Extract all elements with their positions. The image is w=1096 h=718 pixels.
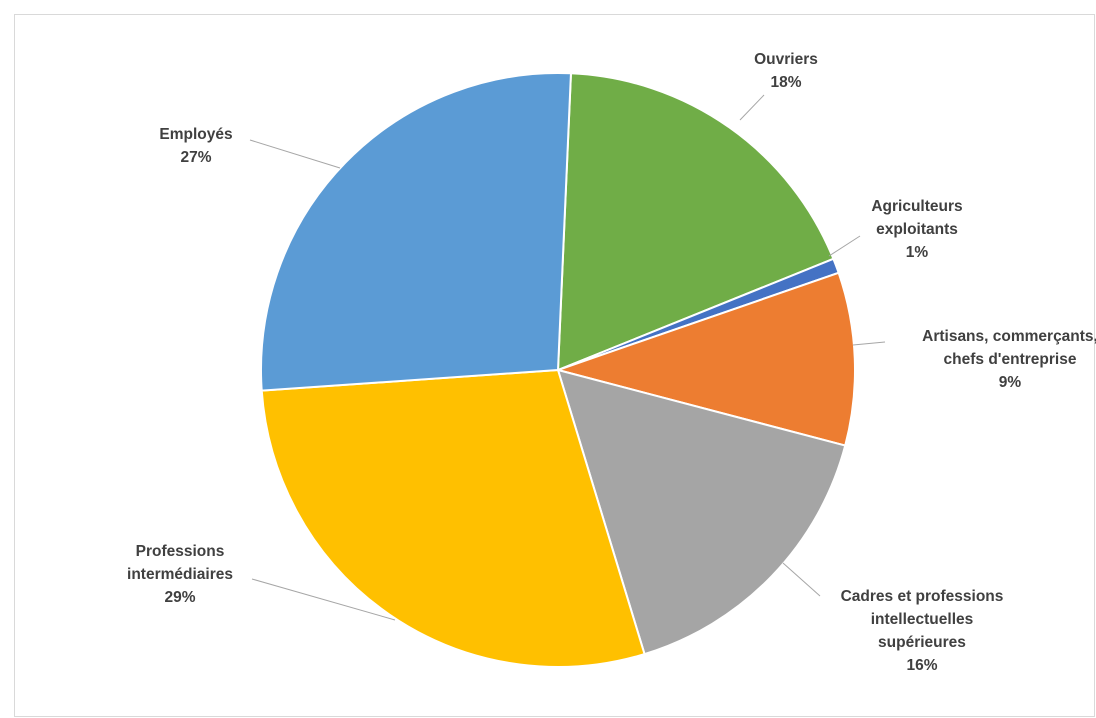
slice-category-label: intellectuelles — [871, 611, 974, 628]
slice-category-label: exploitants — [876, 221, 958, 238]
pie-slice-3 — [556, 368, 847, 656]
leader-line-2 — [852, 341, 886, 346]
pie-slice-4 — [260, 368, 646, 668]
pie-slice-5 — [260, 72, 572, 392]
slice-category-label: Ouvriers — [754, 51, 818, 68]
slice-category-label: chefs d'entreprise — [944, 351, 1077, 368]
slice-percent-label: 29% — [164, 589, 195, 606]
slice-category-label: Cadres et professions — [841, 588, 1004, 605]
leader-line-3 — [782, 562, 821, 597]
pie-slice-0 — [556, 72, 835, 372]
leader-line-4 — [251, 578, 396, 621]
leader-line-0 — [739, 94, 765, 121]
pie-slice-2 — [554, 271, 856, 447]
slice-percent-label: 16% — [906, 657, 937, 674]
leader-line-5 — [249, 139, 341, 169]
leader-line-1 — [828, 235, 861, 257]
slice-category-label: Employés — [159, 126, 232, 143]
data-labels: Ouvriers 18% Agriculteurs exploitants 1% Arti… — [127, 51, 1096, 674]
slice-percent-label: 18% — [770, 74, 801, 91]
slice-category-label: supérieures — [878, 634, 966, 651]
slice-category-label: Professions — [136, 543, 225, 560]
slice-percent-label: 27% — [180, 149, 211, 166]
slice-percent-label: 9% — [999, 374, 1022, 391]
slice-category-label: Artisans, commerçants, — [922, 328, 1096, 345]
slice-category-label: intermédiaires — [127, 566, 233, 583]
pie-slices — [260, 72, 856, 668]
slice-percent-label: 1% — [906, 244, 929, 261]
slice-category-label: Agriculteurs — [871, 198, 962, 215]
leader-lines — [249, 94, 886, 621]
